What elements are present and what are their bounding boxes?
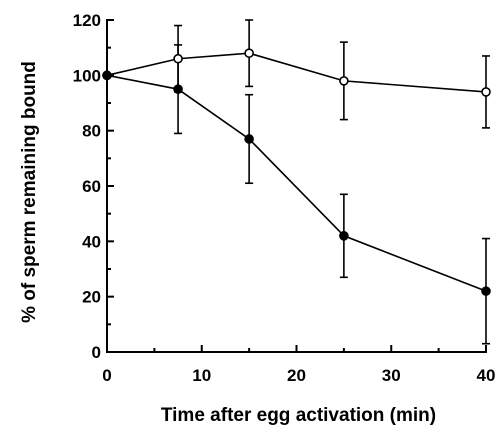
x-tick-label: 20: [287, 366, 306, 385]
data-point: [339, 231, 349, 241]
data-point: [173, 84, 183, 94]
series-1: [106, 19, 490, 129]
x-tick-label: 40: [477, 366, 496, 385]
series-layer: [102, 19, 491, 345]
y-axis-title: % of sperm remaining bound: [19, 61, 40, 323]
y-tick-label: 120: [73, 11, 101, 30]
y-tick-label: 60: [82, 177, 101, 196]
series-2: [106, 44, 490, 345]
data-point: [244, 134, 254, 144]
series-line: [106, 74, 487, 292]
x-axis-title: Time after egg activation (min): [161, 405, 436, 426]
y-tick-label: 40: [82, 232, 101, 251]
x-tick-label: 10: [192, 366, 211, 385]
y-tick-label: 20: [82, 288, 101, 307]
data-point: [339, 76, 349, 86]
x-tick-label: 0: [102, 366, 111, 385]
axes: [106, 19, 487, 353]
data-point: [244, 48, 254, 59]
y-tick-label: 100: [73, 66, 101, 85]
x-ticks: 0 10 20 30 40: [102, 345, 495, 385]
data-point: [102, 70, 112, 81]
data-point: [481, 286, 491, 296]
y-ticks: 0 20 40 60 80 100 120: [73, 11, 114, 362]
data-point: [173, 53, 183, 64]
x-tick-label: 30: [382, 366, 401, 385]
y-tick-label: 0: [92, 343, 101, 362]
data-point: [481, 87, 491, 97]
y-tick-label: 80: [82, 122, 101, 141]
